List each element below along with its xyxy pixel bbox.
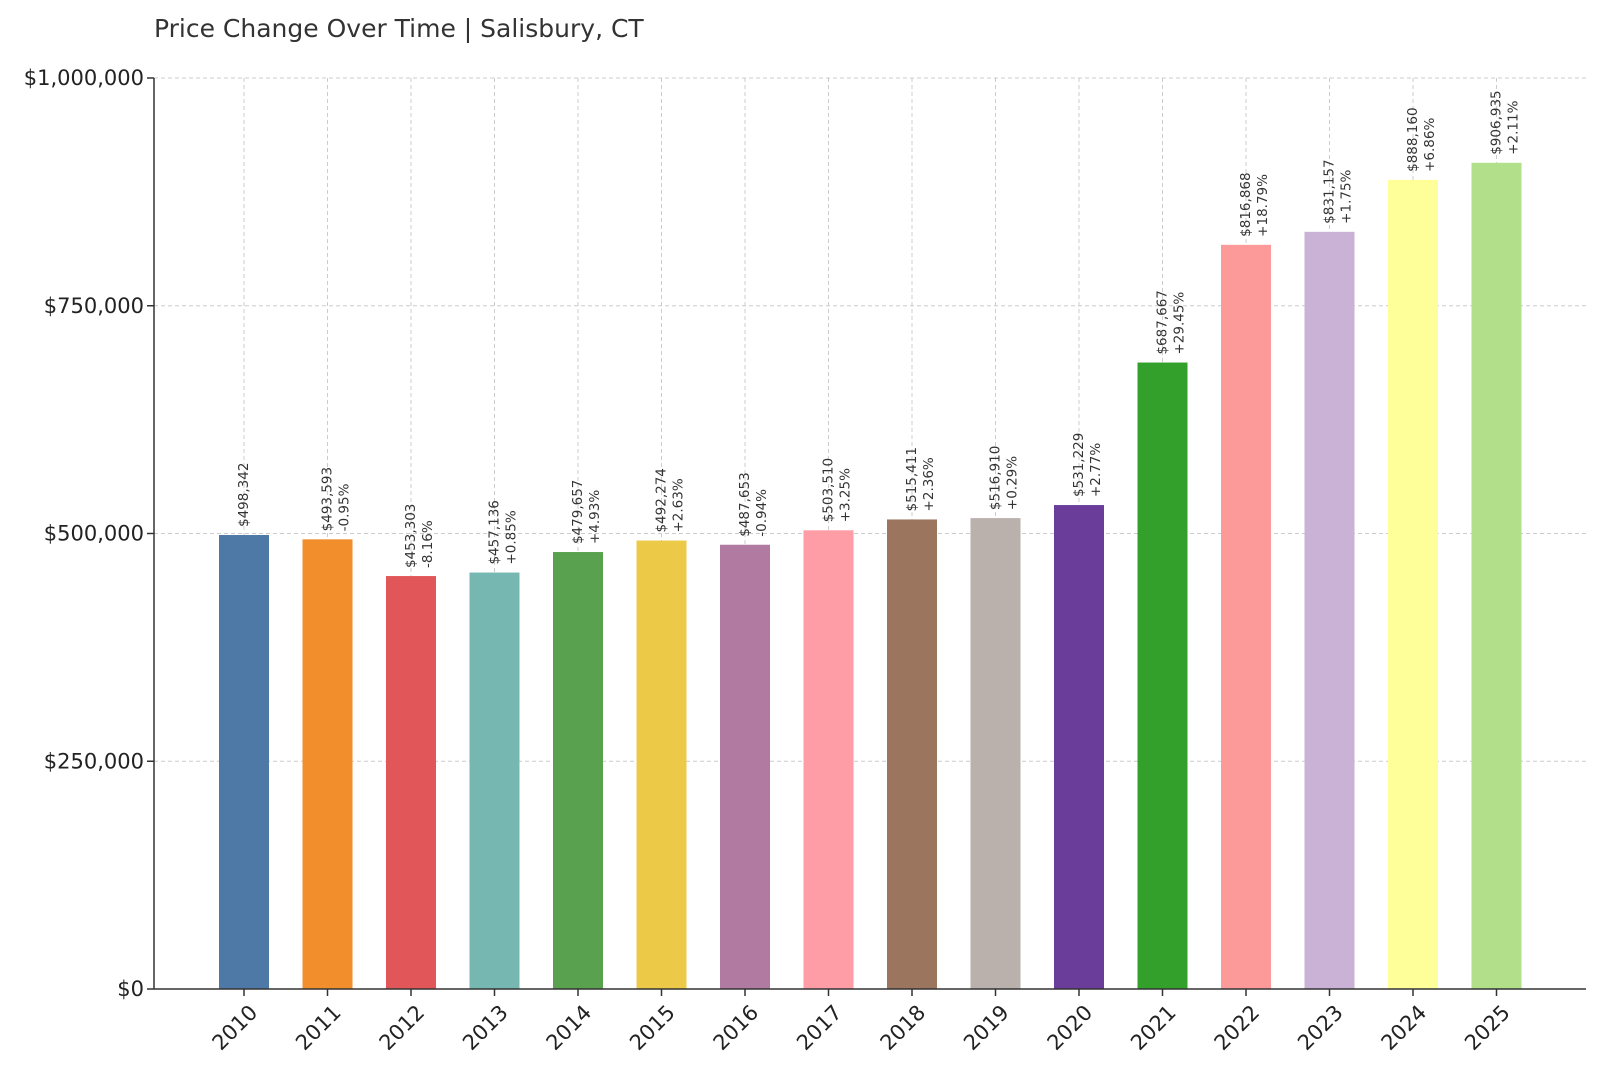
x-tick-label: 2014 bbox=[542, 1000, 597, 1055]
bar bbox=[970, 518, 1021, 989]
bar bbox=[1304, 231, 1355, 989]
bar-value-label: $503,510 bbox=[821, 458, 837, 522]
bar-change-label: +6.86% bbox=[1422, 118, 1438, 172]
bar bbox=[553, 552, 603, 989]
x-tick-label: 2022 bbox=[1210, 1000, 1265, 1055]
bar-change-label: +0.29% bbox=[1005, 456, 1021, 510]
bar-value-label: $831,157 bbox=[1322, 159, 1338, 223]
bar-change-label: +29.45% bbox=[1172, 292, 1188, 355]
bar bbox=[1221, 244, 1271, 989]
x-tick-label: 2025 bbox=[1460, 1000, 1515, 1055]
bar-value-label: $493,593 bbox=[320, 467, 336, 531]
x-tick-label: 2013 bbox=[458, 1000, 513, 1055]
bar-change-label: +2.63% bbox=[671, 478, 687, 532]
bar-value-label: $515,411 bbox=[904, 447, 920, 511]
bar-change-label: +2.77% bbox=[1088, 443, 1104, 497]
x-tick-label: 2016 bbox=[709, 1000, 764, 1055]
bar bbox=[720, 544, 770, 989]
x-tick-label: 2017 bbox=[792, 1000, 847, 1055]
x-tick-label: 2018 bbox=[876, 1000, 931, 1055]
y-tick-label: $0 bbox=[117, 977, 144, 1001]
bar bbox=[1388, 179, 1438, 990]
x-tick-label: 2011 bbox=[291, 1000, 346, 1055]
bar-change-label: +18.79% bbox=[1255, 174, 1271, 237]
bar-value-label: $516,910 bbox=[988, 446, 1004, 510]
bar-value-label: $531,229 bbox=[1071, 433, 1087, 497]
x-tick-label: 2010 bbox=[208, 1000, 263, 1055]
bar-value-label: $498,342 bbox=[236, 463, 252, 527]
bar-value-label: $816,868 bbox=[1238, 172, 1254, 236]
x-tick-label: 2023 bbox=[1293, 1000, 1348, 1055]
bar-change-label: +4.93% bbox=[587, 490, 603, 544]
bar bbox=[1137, 362, 1188, 989]
x-tick-label: 2019 bbox=[959, 1000, 1014, 1055]
y-tick-label: $500,000 bbox=[44, 522, 144, 546]
x-tick-label: 2024 bbox=[1377, 1000, 1432, 1055]
x-tick-label: 2020 bbox=[1043, 1000, 1098, 1055]
bar-value-label: $453,303 bbox=[403, 504, 419, 568]
bar bbox=[803, 530, 854, 989]
bar-change-label: -0.94% bbox=[754, 489, 770, 537]
bar bbox=[636, 540, 687, 989]
bar-change-label: +0.85% bbox=[504, 510, 520, 564]
bar-value-label: $457,136 bbox=[487, 500, 503, 564]
bar bbox=[1471, 162, 1522, 989]
bar-value-label: $479,657 bbox=[570, 480, 586, 544]
y-tick-label: $750,000 bbox=[44, 294, 144, 318]
bar-change-label: +2.11% bbox=[1506, 100, 1522, 154]
bar bbox=[219, 535, 269, 989]
bar-value-label: $492,274 bbox=[654, 468, 670, 532]
bar bbox=[302, 539, 353, 989]
bar bbox=[386, 576, 436, 989]
bar bbox=[1054, 505, 1104, 989]
x-tick-label: 2021 bbox=[1126, 1000, 1181, 1055]
y-tick-label: $1,000,000 bbox=[24, 66, 144, 90]
bar-value-label: $888,160 bbox=[1405, 107, 1421, 171]
bar-change-label: +3.25% bbox=[838, 468, 854, 522]
bar-value-label: $906,935 bbox=[1489, 90, 1505, 154]
y-tick-label: $250,000 bbox=[44, 749, 144, 773]
bar-value-label: $687,667 bbox=[1155, 290, 1171, 354]
bar-value-label: $487,653 bbox=[737, 472, 753, 536]
bar-change-label: -8.16% bbox=[420, 520, 436, 568]
bar-change-label: +1.75% bbox=[1339, 169, 1355, 223]
bar-change-label: -0.95% bbox=[337, 483, 353, 531]
bar bbox=[469, 572, 520, 989]
bar-change-label: +2.36% bbox=[921, 457, 937, 511]
x-tick-label: 2015 bbox=[625, 1000, 680, 1055]
chart-title: Price Change Over Time | Salisbury, CT bbox=[154, 14, 644, 43]
bar bbox=[887, 519, 937, 989]
x-tick-label: 2012 bbox=[375, 1000, 430, 1055]
